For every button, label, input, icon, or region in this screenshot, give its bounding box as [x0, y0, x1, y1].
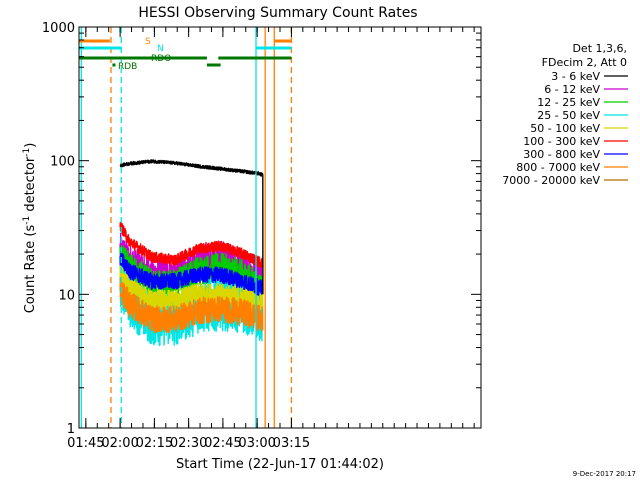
bar-label-n: N [157, 44, 164, 54]
legend-label-800-7000-kev: 800 - 7000 keV [516, 161, 600, 174]
x-tick-label: 02:15 [136, 436, 173, 451]
x-tick-label: 03:00 [238, 436, 275, 451]
x-tick-label: 02:00 [101, 436, 138, 451]
y-axis-label-mid: detector [23, 156, 38, 216]
y-axis-label-main: Count Rate (s [23, 225, 38, 314]
series-300-800-kev [119, 250, 264, 296]
y-tick-label: 10 [58, 288, 75, 303]
legend-label-100-300-kev: 100 - 300 keV [523, 135, 600, 148]
legend-label-25-50-kev: 25 - 50 keV [537, 109, 600, 122]
legend-subtitle: FDecim 2, Att 0 [542, 56, 627, 69]
legend-label-50-100-kev: 50 - 100 keV [530, 122, 600, 135]
y-tick-label: 1 [67, 422, 75, 437]
bar-label-rdo: RDO [151, 54, 171, 64]
bar-label-s: S [145, 37, 151, 47]
bar-dot-rdb [112, 63, 116, 67]
series-800-7000-kev [119, 277, 264, 334]
bar-label-rdb: RDB [118, 62, 137, 72]
legend-label-12-25-kev: 12 - 25 keV [537, 96, 600, 109]
legend-label-300-800-kev: 300 - 800 keV [523, 148, 600, 161]
y-axis-label: Count Rate (s-1 detector-1) [22, 143, 38, 314]
y-tick-label: 1000 [42, 21, 75, 36]
x-tick-label: 01:45 [67, 436, 104, 451]
y-tick-label: 100 [50, 155, 75, 170]
chart-title: HESSI Observing Summary Count Rates [138, 5, 417, 21]
y-axis-label-sup1: -1 [22, 216, 32, 225]
axes-layer: 1 10 100 1000 01:4502:0002:1502:3002:4503:00… [42, 21, 481, 451]
series-3-6-kev [119, 159, 264, 295]
legend-label-7000-20000-kev: 7000 - 20000 keV [502, 174, 600, 187]
series-100-300-kev [119, 221, 264, 269]
legend-label-6-12-kev: 6 - 12 keV [544, 83, 600, 96]
timestamp: 9-Dec-2017 20:17 [573, 470, 636, 478]
x-tick-label: 02:30 [170, 436, 207, 451]
y-axis-label-end: ) [23, 143, 38, 148]
x-axis-label: Start Time (22-Jun-17 01:44:02) [176, 457, 384, 472]
y-axis-label-sup2: -1 [22, 148, 32, 157]
x-tick-label: 02:45 [204, 436, 241, 451]
legend-label-3-6-kev: 3 - 6 keV [551, 70, 600, 83]
x-tick-label: 03:15 [273, 436, 310, 451]
legend-title: Det 1,3,6, [572, 42, 627, 55]
series-layer [119, 159, 264, 347]
